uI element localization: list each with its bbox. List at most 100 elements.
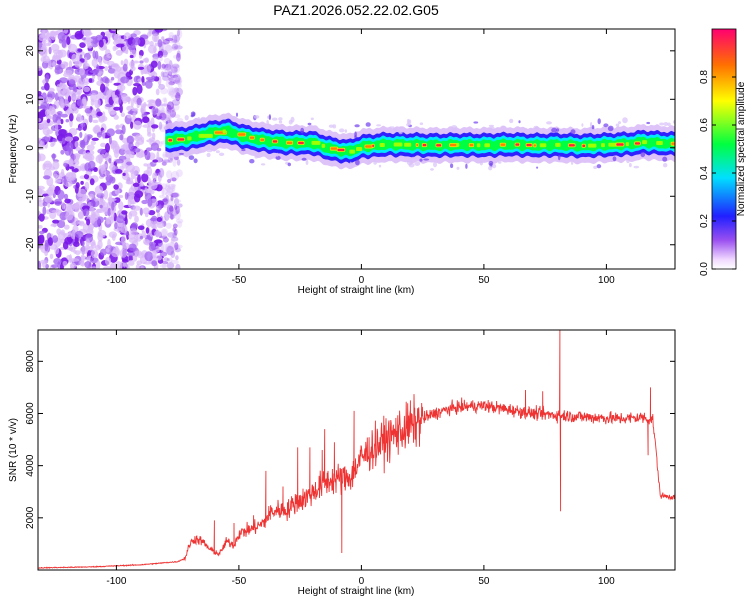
noise-blob [175,76,183,86]
noise-blob [124,191,129,200]
ridge-core-yellow [601,143,605,148]
ridge-blip [479,160,483,166]
noise-blob [174,244,183,249]
noise-blob [176,78,182,85]
noise-blob [52,61,56,68]
noise-blob [175,92,181,102]
noise-blob [136,139,145,145]
noise-blob [110,76,115,81]
noise-blob [62,260,68,267]
noise-blob [115,49,123,56]
noise-blob [164,115,172,119]
noise-blob [164,69,170,74]
noise-blob [115,124,121,129]
noise-blob [64,198,71,204]
noise-blob [94,198,99,202]
spectrogram-frame [37,28,676,270]
noise-blob [145,227,150,234]
noise-blob [139,103,148,107]
noise-blob [127,197,132,208]
noise-blob [78,221,82,225]
noise-blob [89,69,98,74]
ridge-blip [451,127,457,133]
noise-blob [119,134,124,141]
noise-blob [166,258,170,262]
noise-blob [120,60,124,65]
noise-blob [172,227,177,233]
noise-blob [161,198,168,202]
noise-blob [169,109,176,118]
snr-frame [37,329,676,571]
noise-blob [132,205,141,211]
noise-blob [126,135,135,145]
ridge-blip [644,125,650,128]
noise-blob [130,169,135,175]
noise-blob [47,237,54,246]
noise-blob [155,254,163,261]
noise-blob [38,234,45,245]
noise-blob [173,35,178,44]
noise-blob [61,88,70,97]
noise-blob [168,87,178,96]
noise-blob [168,60,173,70]
snr-xtick-label: -100 [106,576,126,587]
spectrogram-ytick-label: -10 [25,189,36,204]
noise-blob [53,258,62,265]
noise-blob [78,188,87,197]
ridge-blip [603,123,609,128]
ridge-blip [640,151,646,158]
noise-blob [100,166,107,175]
noise-blob [158,105,164,114]
noise-blob [49,253,54,260]
noise-blob [170,192,179,198]
snr-ytick-label: 8000 [25,350,36,373]
ridge-blip [367,159,371,164]
ridge-blip [662,156,668,162]
noise-blob [130,43,136,51]
ridge-core-red [365,145,373,148]
noise-blob [174,64,180,73]
noise-blob [52,153,56,161]
ridge-blip [659,122,664,126]
noise-blob [86,144,95,151]
ridge-blip [393,127,398,131]
noise-blob [47,87,55,93]
noise-blob [118,201,124,211]
noise-blob [113,114,119,120]
ridge-blip [593,165,598,169]
noise-blob [115,158,124,164]
noise-blob [104,66,109,71]
noise-blob [71,171,76,179]
noise-blob [137,174,141,184]
noise-blob [134,250,143,257]
ridge-blip [198,119,202,124]
noise-blob [157,50,164,58]
ridge-core-red [330,147,338,150]
noise-blob [166,199,174,209]
noise-blob [148,120,152,128]
ridge-core-red [469,143,474,147]
noise-blob [161,63,166,69]
ridge-core-yellow [555,142,561,147]
noise-blob [56,228,62,235]
noise-blob [177,220,183,228]
noise-blob [174,210,181,220]
noise-blob [66,36,71,45]
noise-blob [149,242,154,247]
noise-blob [104,77,110,84]
noise-blob [143,238,150,245]
noise-blob [74,230,84,239]
noise-blob [167,62,174,72]
colorbar-label: Normalized spectral amplitude [736,81,747,216]
ridge-blip [607,125,614,132]
noise-blob [97,154,103,161]
noise-blob [69,166,75,170]
ridge-blip [558,128,564,132]
ridge-blip [178,152,184,155]
noise-blob [79,122,86,128]
noise-blob [128,259,135,266]
ridge-core-yellow [393,142,403,147]
noise-blob [171,65,177,70]
noise-blob [139,235,143,240]
noise-blob [116,38,125,43]
